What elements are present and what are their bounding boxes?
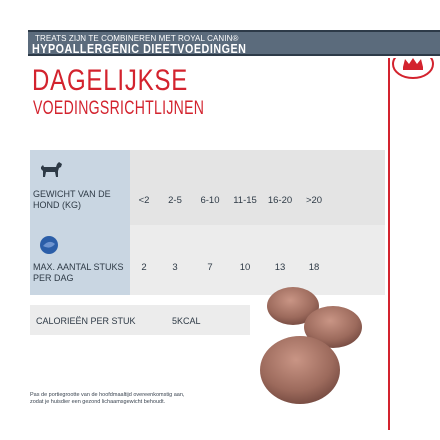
header-banner: TREATS ZIJN TE COMBINEREN MET ROYAL CANI… [28,30,440,56]
banner-tagline: TREATS ZIJN TE COMBINEREN MET ROYAL CANI… [35,34,239,43]
divider-rule [388,58,390,430]
kibble-product-image [260,287,362,404]
kibble-icon [40,236,58,254]
weight-value: <2 [138,195,150,206]
weight-value: 11-15 [233,195,257,206]
page-title: DAGELIJKSE [32,64,189,97]
weight-label: GEWICHT VAN DE HOND (KG) [33,189,111,210]
max-pieces-label: MAX. AANTAL STUKS PER DAG [33,262,124,283]
footnote: Pas de portiegrootte van de hoofdmaaltij… [30,392,185,405]
max-pieces-value: 13 [274,262,286,273]
table-label-column [30,150,130,295]
dog-icon [41,162,62,177]
max-pieces-value: 10 [239,262,251,273]
calories-label: CALORIEËN PER STUK [36,316,136,326]
weight-value: >20 [305,195,323,206]
weight-value: 16-20 [267,195,293,206]
crown-icon [392,58,434,79]
max-pieces-value: 7 [207,262,213,273]
calories-value: 5KCAL [172,316,201,326]
table-row [130,225,385,295]
max-pieces-value: 3 [172,262,178,273]
weight-value: 6-10 [200,195,220,206]
page-subtitle: VOEDINGSRICHTLIJNEN [33,98,205,119]
weight-value: 2-5 [168,195,182,206]
banner-product-line: HYPOALLERGENIC DIEETVOEDINGEN [32,42,247,56]
calories-row [30,305,250,335]
max-pieces-value: 18 [308,262,320,273]
table-row [130,150,385,225]
max-pieces-value: 2 [141,262,147,273]
